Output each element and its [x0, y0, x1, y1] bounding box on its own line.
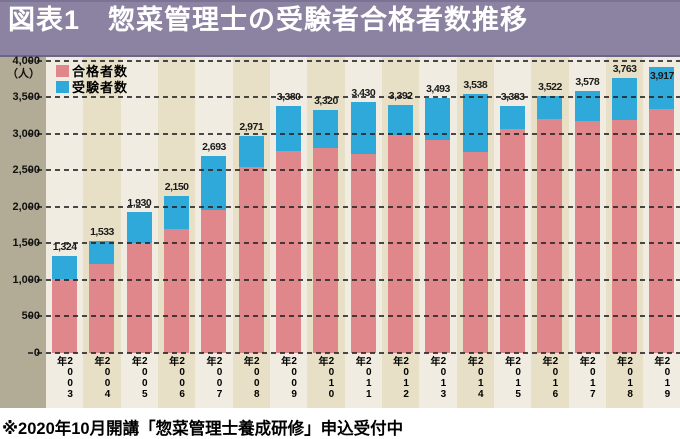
bar-passers-2014: [462, 151, 488, 353]
value-label-2010: 3,320: [314, 95, 338, 108]
value-label-2012: 3,392: [388, 90, 413, 103]
ytick-text: 2,000: [12, 200, 40, 213]
year-label-text: 2006年: [166, 356, 188, 400]
year-label-2013: 2013年: [419, 356, 456, 406]
ytick-text: 500: [21, 310, 40, 323]
year-label-2006: 2006年: [158, 356, 195, 406]
ytick-text: 4,000: [12, 54, 40, 67]
year-label-2011: 2011年: [345, 356, 382, 406]
year-label-text: 2019年: [651, 356, 673, 400]
year-label-text: 2015年: [502, 356, 524, 400]
year-label-text: 2012年: [390, 356, 412, 400]
year-label-text: 2014年: [465, 356, 487, 400]
year-label-2014: 2014年: [457, 356, 494, 406]
year-label-text: 2011年: [353, 356, 375, 400]
year-label-2012: 2012年: [382, 356, 419, 406]
ytick-text: 3,000: [12, 127, 40, 140]
value-label-2008: 2,971: [239, 120, 264, 133]
value-label-2013: 3,493: [426, 82, 450, 95]
examinees-color-chip: [56, 80, 69, 93]
year-label-text: 2007年: [203, 356, 225, 400]
figure-footer: ※2020年10月開講「惣菜管理士養成研修」申込受付中: [0, 408, 680, 439]
year-label-2004: 2004年: [83, 356, 120, 406]
year-label-2019: 2019年: [643, 356, 680, 406]
bar-passers-2011: [350, 154, 376, 353]
bar-passers-2009: [276, 150, 302, 353]
year-label-text: 2017年: [577, 356, 599, 400]
year-label-text: 2003年: [54, 356, 76, 400]
ytick-text: 2,500: [12, 164, 40, 177]
bar-passers-2003: [52, 279, 78, 353]
figure-title: 図表1 惣菜管理士の受験者合格者数推移: [8, 5, 529, 35]
legend-label-examinees: 受験者数: [72, 80, 129, 95]
bar-passers-2017: [574, 120, 600, 353]
value-label-2019: 3,917: [650, 69, 674, 82]
passers-color-chip: [56, 64, 69, 77]
bar-passers-2013: [425, 139, 451, 353]
value-label-2007: 2,693: [202, 141, 226, 154]
value-label-2005: 1,930: [127, 196, 152, 209]
value-label-2016: 3,522: [538, 80, 562, 93]
year-label-text: 2004年: [91, 356, 113, 400]
year-label-2017: 2017年: [569, 356, 606, 406]
year-label-2010: 2010年: [307, 356, 344, 406]
year-label-2005: 2005年: [121, 356, 158, 406]
bar-passers-2019: [649, 108, 675, 353]
y-axis-unit-label: （人）: [7, 68, 40, 80]
year-label-2003: 2003年: [46, 356, 83, 406]
bar-passers-2018: [612, 119, 638, 353]
year-label-text: 2005年: [129, 356, 151, 400]
year-label-text: 2013年: [427, 356, 449, 400]
year-label-2007: 2007年: [195, 356, 232, 406]
value-label-2014: 3,538: [463, 79, 488, 92]
ytick-text: 3,500: [12, 91, 40, 104]
year-label-2018: 2018年: [606, 356, 643, 406]
legend-item-passers: 合格者数: [56, 63, 129, 79]
year-label-text: 2008年: [241, 356, 263, 400]
ytick-text: 1,500: [12, 237, 40, 250]
value-label-2018: 3,763: [612, 62, 637, 75]
figure-header: 図表1 惣菜管理士の受験者合格者数推移: [0, 0, 680, 57]
year-label-text: 2010年: [315, 356, 337, 400]
chart-legend: 合格者数 受験者数: [56, 63, 128, 95]
bar-passers-2007: [201, 210, 227, 353]
bar-chart: （人） 4,000 3,500 3,000 2,500 2,000 1,500 1,000 5…: [0, 54, 680, 408]
ytick-text: 0: [33, 347, 40, 359]
footnote-text: ※2020年10月開講「惣菜管理士養成研修」申込受付中: [2, 420, 404, 438]
year-label-2008: 2008年: [233, 356, 270, 406]
legend-label-passers: 合格者数: [72, 64, 129, 79]
bar-passers-2010: [313, 147, 339, 353]
bar-passers-2016: [537, 119, 563, 353]
y-axis-strip: [0, 57, 46, 408]
year-label-2016: 2016年: [531, 356, 568, 406]
bar-passers-2012: [388, 135, 414, 353]
year-label-text: 2016年: [539, 356, 561, 400]
value-label-2003: 1,324: [52, 241, 77, 254]
bar-passers-2006: [164, 228, 190, 353]
bar-passers-2008: [238, 166, 264, 353]
bar-passers-2004: [89, 263, 115, 353]
value-label-2017: 3,578: [575, 76, 600, 89]
bar-passers-2005: [126, 243, 152, 353]
year-label-text: 2009年: [278, 356, 300, 400]
year-label-2015: 2015年: [494, 356, 531, 406]
ytick-text: 1,000: [12, 273, 40, 286]
value-label-2004: 1,533: [90, 225, 114, 238]
year-label-2009: 2009年: [270, 356, 307, 406]
year-label-text: 2018年: [614, 356, 636, 400]
bar-passers-2015: [500, 129, 526, 353]
legend-item-examinees: 受験者数: [56, 79, 129, 95]
value-label-2006: 2,150: [164, 180, 189, 193]
